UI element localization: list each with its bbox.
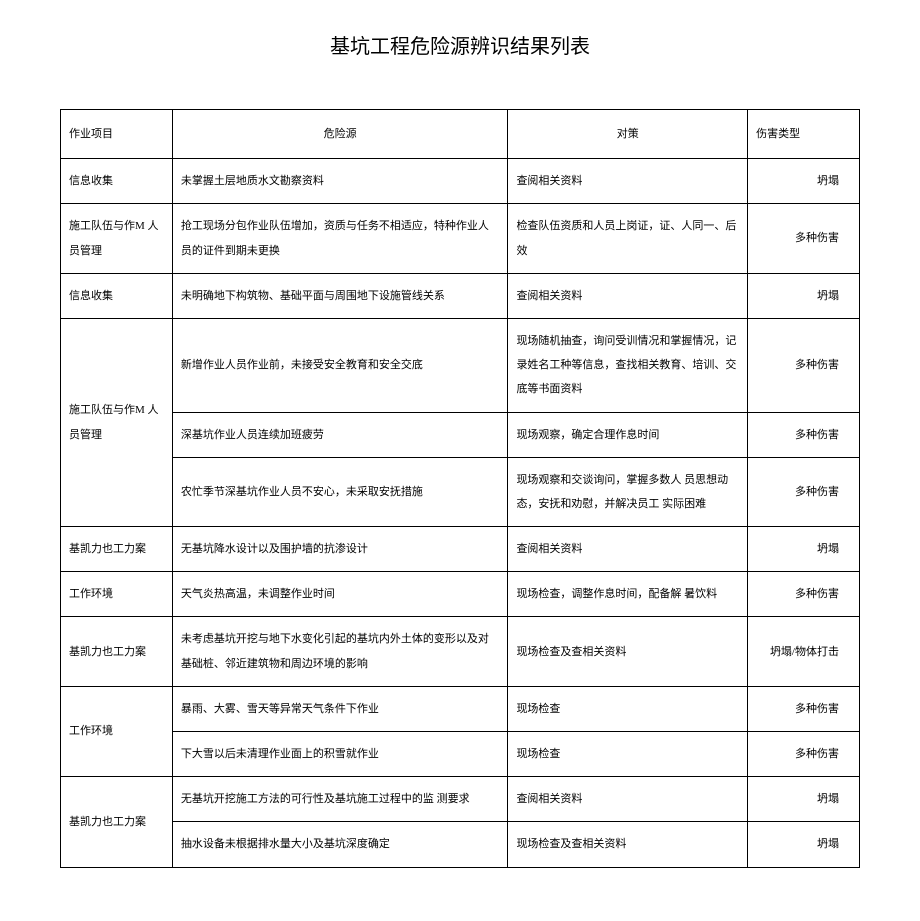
cell-hazard: 未考虑基坑开挖与地下水变化引起的基坑内外土体的变形以及对基础桩、邻近建筑物和周边… <box>172 617 508 686</box>
table-row: 施工队伍与作M 人员管理 抢工现场分包作业队伍增加，资质与任务不相适应，特种作业… <box>61 204 860 273</box>
cell-harm: 多种伤害 <box>748 457 860 526</box>
table-row: 基凯力也工力案 无基坑开挖施工方法的可行性及基坑施工过程中的监 测要求 查阅相关… <box>61 777 860 822</box>
cell-harm: 多种伤害 <box>748 686 860 731</box>
cell-project: 施工队伍与作M 人员管理 <box>61 318 173 526</box>
cell-hazard: 抢工现场分包作业队伍增加，资质与任务不相适应，特种作业人员的证件到期未更换 <box>172 204 508 273</box>
cell-project: 基凯力也工力案 <box>61 617 173 686</box>
header-project: 作业项目 <box>61 110 173 159</box>
cell-measure: 现场观察和交谈询问，掌握多数人 员思想动态，安抚和劝慰，并解决员工 实际困难 <box>508 457 748 526</box>
table-row: 工作环境 天气炎热高温，未调整作业时间 现场检查，调整作息时间，配备解 暑饮料 … <box>61 572 860 617</box>
cell-hazard: 无基坑降水设计以及围护墙的抗渗设计 <box>172 527 508 572</box>
cell-project: 信息收集 <box>61 159 173 204</box>
cell-harm: 坍塌 <box>748 273 860 318</box>
cell-harm: 多种伤害 <box>748 572 860 617</box>
table-row: 施工队伍与作M 人员管理 新增作业人员作业前，未接受安全教育和安全交底 现场随机… <box>61 318 860 412</box>
cell-hazard: 深基坑作业人员连续加班疲劳 <box>172 412 508 457</box>
cell-hazard: 无基坑开挖施工方法的可行性及基坑施工过程中的监 测要求 <box>172 777 508 822</box>
cell-hazard: 天气炎热高温，未调整作业时间 <box>172 572 508 617</box>
table-row: 基凯力也工力案 无基坑降水设计以及围护墙的抗渗设计 查阅相关资料 坍塌 <box>61 527 860 572</box>
cell-harm: 多种伤害 <box>748 412 860 457</box>
cell-harm: 坍塌 <box>748 527 860 572</box>
cell-measure: 现场检查，调整作息时间，配备解 暑饮料 <box>508 572 748 617</box>
cell-measure: 检查队伍资质和人员上岗证，证、人同一、后效 <box>508 204 748 273</box>
cell-hazard: 新增作业人员作业前，未接受安全教育和安全交底 <box>172 318 508 412</box>
cell-harm: 多种伤害 <box>748 318 860 412</box>
cell-harm: 坍塌 <box>748 777 860 822</box>
cell-harm: 坍塌 <box>748 159 860 204</box>
cell-measure: 现场检查 <box>508 686 748 731</box>
header-hazard: 危险源 <box>172 110 508 159</box>
table-row: 下大雪以后未清理作业面上的积雪就作业 现场检查 多种伤害 <box>61 732 860 777</box>
cell-hazard: 暴雨、大雾、雪天等异常天气条件下作业 <box>172 686 508 731</box>
cell-harm: 坍塌 <box>748 822 860 867</box>
cell-measure: 现场随机抽查，询问受训情况和掌握情况，记录姓名工种等信息，查找相关教育、培训、交… <box>508 318 748 412</box>
cell-measure: 现场检查 <box>508 732 748 777</box>
cell-project: 工作环境 <box>61 572 173 617</box>
cell-hazard: 抽水设备未根据排水量大小及基坑深度确定 <box>172 822 508 867</box>
cell-hazard: 下大雪以后未清理作业面上的积雪就作业 <box>172 732 508 777</box>
cell-measure: 查阅相关资料 <box>508 527 748 572</box>
table-row: 抽水设备未根据排水量大小及基坑深度确定 现场检查及查相关资料 坍塌 <box>61 822 860 867</box>
page-title: 基坑工程危险源辨识结果列表 <box>60 30 860 59</box>
table-row: 农忙季节深基坑作业人员不安心，未采取安抚措施 现场观察和交谈询问，掌握多数人 员… <box>61 457 860 526</box>
table-row: 信息收集 未明确地下构筑物、基础平面与周围地下设施管线关系 查阅相关资料 坍塌 <box>61 273 860 318</box>
table-row: 信息收集 未掌握土层地质水文勘察资料 查阅相关资料 坍塌 <box>61 159 860 204</box>
cell-project: 信息收集 <box>61 273 173 318</box>
header-measure: 对策 <box>508 110 748 159</box>
cell-harm: 坍塌/物体打击 <box>748 617 860 686</box>
cell-project: 施工队伍与作M 人员管理 <box>61 204 173 273</box>
cell-measure: 现场观察，确定合理作息时间 <box>508 412 748 457</box>
cell-hazard: 未掌握土层地质水文勘察资料 <box>172 159 508 204</box>
cell-project: 工作环境 <box>61 686 173 776</box>
cell-measure: 现场检查及查相关资料 <box>508 617 748 686</box>
cell-measure: 查阅相关资料 <box>508 777 748 822</box>
cell-hazard: 农忙季节深基坑作业人员不安心，未采取安抚措施 <box>172 457 508 526</box>
cell-project: 基凯力也工力案 <box>61 777 173 867</box>
table-row: 工作环境 暴雨、大雾、雪天等异常天气条件下作业 现场检查 多种伤害 <box>61 686 860 731</box>
header-harm: 伤害类型 <box>748 110 860 159</box>
cell-project: 基凯力也工力案 <box>61 527 173 572</box>
table-row: 深基坑作业人员连续加班疲劳 现场观察，确定合理作息时间 多种伤害 <box>61 412 860 457</box>
hazard-table: 作业项目 危险源 对策 伤害类型 信息收集 未掌握土层地质水文勘察资料 查阅相关… <box>60 109 860 868</box>
table-row: 基凯力也工力案 未考虑基坑开挖与地下水变化引起的基坑内外土体的变形以及对基础桩、… <box>61 617 860 686</box>
cell-harm: 多种伤害 <box>748 732 860 777</box>
cell-measure: 查阅相关资料 <box>508 159 748 204</box>
cell-hazard: 未明确地下构筑物、基础平面与周围地下设施管线关系 <box>172 273 508 318</box>
table-header-row: 作业项目 危险源 对策 伤害类型 <box>61 110 860 159</box>
cell-measure: 现场检查及查相关资料 <box>508 822 748 867</box>
cell-harm: 多种伤害 <box>748 204 860 273</box>
cell-measure: 查阅相关资料 <box>508 273 748 318</box>
